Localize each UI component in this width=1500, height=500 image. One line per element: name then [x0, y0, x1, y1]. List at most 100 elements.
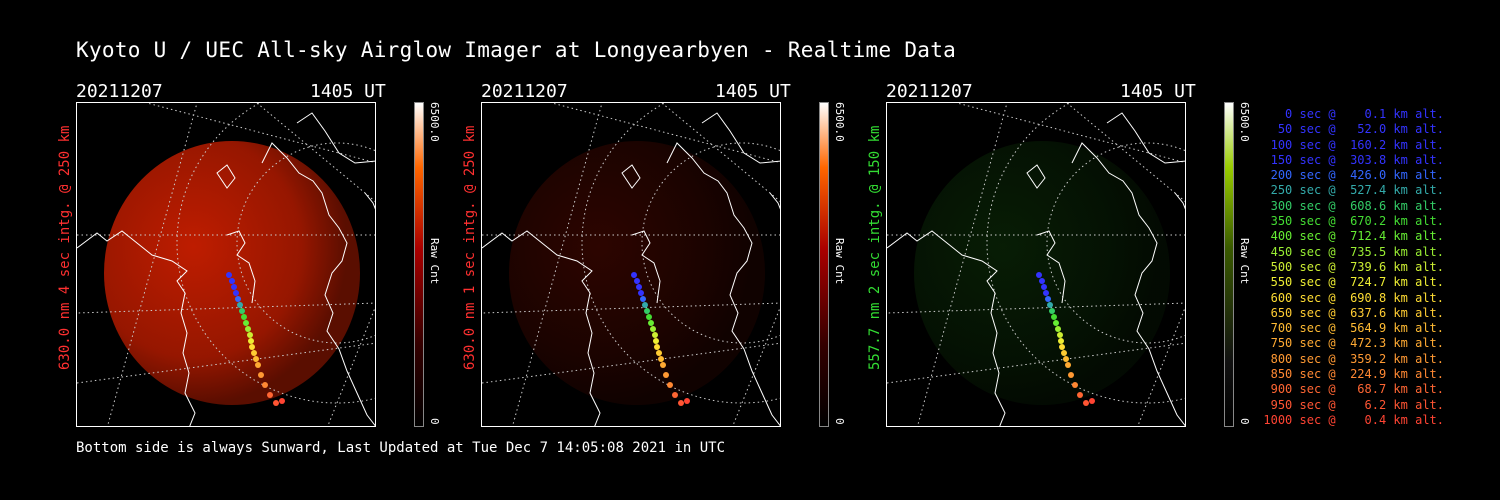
trajectory-point — [638, 290, 644, 296]
trajectory-point — [1061, 350, 1067, 356]
panel-date: 20211207 — [76, 81, 163, 102]
panel-side-label: 630.0 nm 1 sec intg. @ 250 km — [462, 125, 478, 370]
trajectory-point — [253, 356, 259, 362]
trajectory-point — [1045, 296, 1051, 302]
trajectory-point — [251, 350, 257, 356]
trajectory-point — [646, 314, 652, 320]
trajectory-point — [672, 392, 678, 398]
panel-side-label: 630.0 nm 4 sec intg. @ 250 km — [57, 125, 73, 370]
allsky-image[interactable] — [76, 102, 376, 427]
allsky-map — [887, 103, 1185, 426]
trajectory-point — [258, 372, 264, 378]
legend-entry: 200 sec @ 426.0 km alt. — [1263, 168, 1444, 183]
trajectory-point — [1039, 278, 1045, 284]
legend-entry: 150 sec @ 303.8 km alt. — [1263, 152, 1444, 167]
colorbar-max: 6500.0 — [1238, 102, 1251, 142]
panel-time: 1405 UT — [1120, 81, 1196, 102]
trajectory-point — [255, 362, 261, 368]
panel-date: 20211207 — [481, 81, 568, 102]
trajectory-point — [1077, 392, 1083, 398]
trajectory-point — [231, 284, 237, 290]
trajectory-point — [678, 400, 684, 406]
colorbar-min: 0 — [833, 418, 846, 425]
trajectory-point — [663, 372, 669, 378]
trajectory-point — [1072, 382, 1078, 388]
legend-entry: 250 sec @ 527.4 km alt. — [1263, 183, 1444, 198]
coastline — [77, 112, 375, 426]
trajectory-point — [249, 344, 255, 350]
trajectory-point — [273, 400, 279, 406]
trajectory-point — [1083, 400, 1089, 406]
colorbar-label: Raw Cnt — [833, 238, 846, 285]
colorbar — [414, 102, 424, 427]
colorbar-max: 6500.0 — [428, 102, 441, 142]
allsky-map — [77, 103, 375, 426]
airglow-field — [914, 141, 1170, 405]
trajectory-point — [226, 272, 232, 278]
trajectory-point — [1043, 290, 1049, 296]
trajectory-point — [247, 332, 253, 338]
legend-entry: 900 sec @ 68.7 km alt. — [1263, 382, 1444, 397]
airglow-field — [509, 141, 765, 405]
trajectory-point — [642, 302, 648, 308]
trajectory-point — [1089, 398, 1095, 404]
trajectory-point — [233, 290, 239, 296]
allsky-image[interactable] — [481, 102, 781, 427]
trajectory-point — [667, 382, 673, 388]
trajectory-point — [640, 296, 646, 302]
trajectory-point — [237, 302, 243, 308]
trajectory-point — [241, 314, 247, 320]
legend-entry: 300 sec @ 608.6 km alt. — [1263, 198, 1444, 213]
legend-entry: 1000 sec @ 0.4 km alt. — [1263, 412, 1444, 427]
legend-entry: 400 sec @ 712.4 km alt. — [1263, 229, 1444, 244]
trajectory-point — [653, 338, 659, 344]
trajectory-point — [243, 320, 249, 326]
colorbar-label: Raw Cnt — [1238, 238, 1251, 285]
page-title: Kyoto U / UEC All-sky Airglow Imager at … — [76, 38, 957, 62]
trajectory-point — [634, 278, 640, 284]
legend-entry: 550 sec @ 724.7 km alt. — [1263, 275, 1444, 290]
panel-time: 1405 UT — [310, 81, 386, 102]
trajectory-point — [1051, 314, 1057, 320]
footer-status: Bottom side is always Sunward, Last Upda… — [76, 440, 726, 456]
trajectory-point — [1068, 372, 1074, 378]
trajectory-point — [644, 308, 650, 314]
panel-side-label: 557.7 nm 2 sec intg. @ 150 km — [867, 125, 883, 370]
legend-entry: 350 sec @ 670.2 km alt. — [1263, 214, 1444, 229]
trajectory-point — [262, 382, 268, 388]
colorbar — [1224, 102, 1234, 427]
coastline — [482, 112, 780, 426]
airglow-field — [104, 141, 360, 405]
trajectory-point — [1047, 302, 1053, 308]
trajectory-point — [650, 326, 656, 332]
panel-date: 20211207 — [886, 81, 973, 102]
trajectory-point — [239, 308, 245, 314]
legend-entry: 700 sec @ 564.9 km alt. — [1263, 321, 1444, 336]
allsky-image[interactable] — [886, 102, 1186, 427]
colorbar-label: Raw Cnt — [428, 238, 441, 285]
legend-entry: 500 sec @ 739.6 km alt. — [1263, 259, 1444, 274]
trajectory-point — [1065, 362, 1071, 368]
legend-entry: 0 sec @ 0.1 km alt. — [1263, 107, 1444, 121]
trajectory-point — [636, 284, 642, 290]
trajectory-point — [648, 320, 654, 326]
panel-time: 1405 UT — [715, 81, 791, 102]
trajectory-point — [279, 398, 285, 404]
trajectory-point — [1049, 308, 1055, 314]
legend-entry: 100 sec @ 160.2 km alt. — [1263, 137, 1444, 152]
colorbar-max: 6500.0 — [833, 102, 846, 142]
trajectory-point — [1041, 284, 1047, 290]
legend-entry: 800 sec @ 359.2 km alt. — [1263, 351, 1444, 366]
colorbar-min: 0 — [428, 418, 441, 425]
legend-entry: 750 sec @ 472.3 km alt. — [1263, 336, 1444, 351]
rocket-trajectory — [1036, 272, 1095, 406]
trajectory-point — [631, 272, 637, 278]
colorbar — [819, 102, 829, 427]
allsky-map — [482, 103, 780, 426]
legend-entry: 600 sec @ 690.8 km alt. — [1263, 290, 1444, 305]
rocket-trajectory — [631, 272, 690, 406]
trajectory-point — [229, 278, 235, 284]
legend-entry: 850 sec @ 224.9 km alt. — [1263, 367, 1444, 382]
trajectory-point — [1059, 344, 1065, 350]
legend-entry: 650 sec @ 637.6 km alt. — [1263, 305, 1444, 320]
